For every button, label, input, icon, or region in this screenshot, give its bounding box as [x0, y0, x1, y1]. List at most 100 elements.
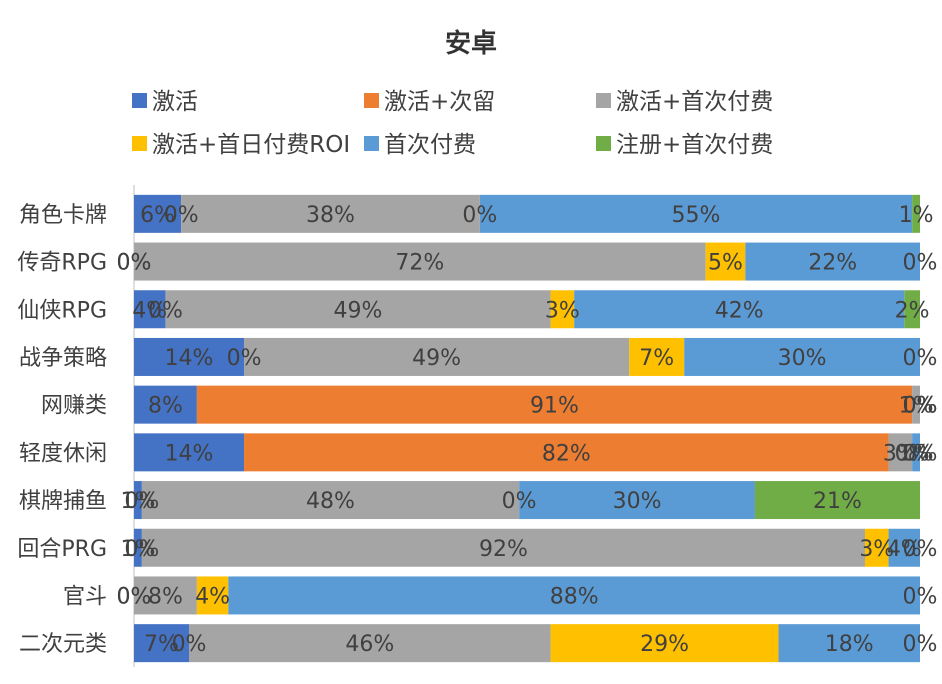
category-label: 轻度休闲 [19, 441, 107, 466]
bar-segment [519, 481, 755, 520]
category-label: 角色卡牌 [19, 203, 107, 228]
data-label: 0% [124, 489, 159, 514]
bar-segment [754, 481, 920, 520]
legend-label: 注册+首次付费 [616, 132, 773, 158]
legend-label: 激活+首日付费ROI [152, 132, 350, 158]
data-label: 38% [306, 203, 355, 228]
bar-segment [134, 528, 142, 567]
data-label: 0% [903, 251, 938, 276]
data-label: 29% [640, 632, 689, 657]
data-label: 0% [227, 346, 262, 371]
legend-label: 激活 [152, 89, 198, 115]
data-label: 30% [778, 346, 827, 371]
bar-segment [550, 624, 779, 663]
data-label: 48% [306, 489, 355, 514]
category-label: 传奇RPG [17, 251, 107, 276]
data-label: 0% [903, 537, 938, 562]
legend-swatch [364, 136, 379, 151]
data-label: 5% [708, 251, 743, 276]
category-label: 战争策略 [19, 346, 107, 371]
data-label: 4% [887, 537, 922, 562]
category-label: 官斗 [63, 584, 107, 609]
data-label: 49% [412, 346, 461, 371]
data-label: 46% [345, 632, 394, 657]
category-label: 回合PRG [17, 537, 107, 562]
bar-segment [134, 624, 190, 663]
bar-segment [550, 290, 575, 329]
bar-segment [134, 576, 197, 615]
bar-segment [904, 290, 920, 329]
bar-segment [888, 433, 913, 472]
category-label: 棋牌捕鱼 [19, 489, 107, 514]
bar-segment [228, 576, 920, 615]
bar-segment [705, 242, 746, 281]
legend-swatch [596, 136, 611, 151]
legend-swatch [132, 93, 147, 108]
data-label: 1% [899, 203, 934, 228]
bar-segment [244, 433, 889, 472]
data-label: 0% [124, 537, 159, 562]
data-label: 7% [639, 346, 674, 371]
data-label: 0% [903, 394, 938, 419]
data-label: 0% [895, 441, 930, 466]
data-label: 3% [859, 537, 894, 562]
data-label: 55% [672, 203, 721, 228]
data-label: 91% [530, 394, 579, 419]
data-label: 14% [165, 441, 214, 466]
data-label: 0% [903, 632, 938, 657]
bar-segment [134, 242, 706, 281]
data-label: 7% [144, 632, 179, 657]
data-label: 21% [813, 489, 862, 514]
data-label: 0% [117, 584, 152, 609]
bar-segment [912, 433, 920, 472]
legend-label: 激活+首次付费 [616, 89, 773, 115]
bar-segment [888, 528, 920, 567]
data-label: 8% [148, 584, 183, 609]
bar-segment [165, 290, 551, 329]
data-label: 0% [172, 632, 207, 657]
data-label: 0% [903, 394, 938, 419]
bar-segment [134, 385, 197, 424]
data-label: 18% [825, 632, 874, 657]
bar-segment [912, 194, 920, 233]
bar-segment [778, 624, 920, 663]
bar-segment [912, 385, 920, 424]
data-label: 82% [542, 441, 591, 466]
data-label: 0% [903, 441, 938, 466]
legend-swatch [132, 136, 147, 151]
data-label: 30% [613, 489, 662, 514]
data-label: 1% [120, 489, 155, 514]
data-label: 0% [148, 298, 183, 323]
data-label: 42% [715, 298, 764, 323]
data-label: 0% [117, 584, 152, 609]
bars [134, 194, 920, 663]
data-label: 0% [903, 394, 938, 419]
bar-segment [141, 481, 520, 520]
legend-swatch [596, 93, 611, 108]
data-label: 0% [903, 584, 938, 609]
data-label: 4% [195, 584, 230, 609]
bar-segment [684, 337, 920, 376]
bar-segment [864, 528, 889, 567]
data-label: 88% [550, 584, 599, 609]
chart-title: 安卓 [445, 29, 497, 59]
legend-label: 激活+次留 [384, 89, 495, 115]
data-label: 0% [903, 346, 938, 371]
data-label: 22% [808, 251, 857, 276]
data-label: 4% [132, 298, 167, 323]
bar-segment [189, 624, 551, 663]
data-label: 0% [117, 251, 152, 276]
data-label: 3% [545, 298, 580, 323]
bar-segment [745, 242, 920, 281]
data-label: 2% [895, 298, 930, 323]
category-label: 二次元类 [19, 632, 107, 657]
bar-segment [244, 337, 630, 376]
data-label: 1% [899, 441, 934, 466]
data-label: 1% [120, 537, 155, 562]
bar-segment [629, 337, 685, 376]
data-label: 6% [140, 203, 175, 228]
bar-segment [134, 433, 245, 472]
data-label: 8% [148, 394, 183, 419]
